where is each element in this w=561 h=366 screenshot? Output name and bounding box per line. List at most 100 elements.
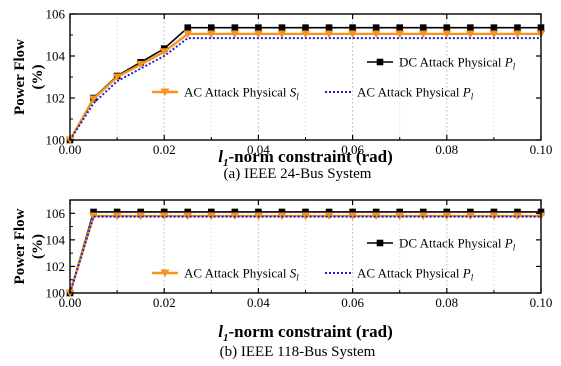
y-tick-label: 100	[46, 133, 66, 148]
square-marker	[467, 208, 474, 216]
x-tick-label: 0.04	[247, 142, 270, 157]
square-marker	[443, 208, 451, 216]
square-marker	[137, 208, 144, 216]
triangle-down-marker	[253, 30, 263, 38]
legend-label-var: P	[504, 55, 513, 70]
square-marker	[302, 208, 309, 216]
square-marker	[278, 208, 286, 216]
x-axis-label-rest: -norm constraint (rad)	[228, 147, 392, 166]
x-tick-label: 0.04	[247, 295, 270, 310]
square-marker	[396, 208, 403, 216]
y-tick-label: 104	[46, 49, 66, 64]
triangle-down-marker	[348, 30, 358, 38]
triangle-down-marker	[89, 212, 99, 220]
y-axis-unit: (%)	[30, 234, 46, 259]
legend-label-text: DC Attack Physical	[399, 236, 505, 251]
triangle-down-marker	[160, 88, 170, 96]
x-tick-label: 0.00	[59, 295, 82, 310]
x-tick-label: 0.06	[341, 142, 364, 157]
x-tick-label: 0.10	[530, 295, 553, 310]
triangle-down-marker	[324, 212, 334, 220]
y-axis-label: Power Flow	[12, 208, 28, 284]
y-tick-label: 106	[46, 206, 66, 221]
series-line-ac_p	[69, 37, 541, 141]
legend-label-var: P	[462, 85, 471, 100]
square-marker	[396, 24, 403, 31]
legend-label: AC Attack Physical Pl	[357, 85, 474, 102]
square-marker	[490, 24, 498, 31]
triangle-down-marker	[136, 60, 146, 69]
legend-label-sub: l	[513, 243, 516, 253]
square-marker	[278, 24, 286, 31]
triangle-down-marker	[442, 30, 452, 38]
triangle-down-marker	[112, 73, 122, 81]
legend-label-var: P	[462, 266, 471, 281]
legend-entry-ac_s: AC Attack Physical Sl	[152, 266, 299, 283]
triangle-down-marker	[395, 30, 405, 38]
x-tick-label: 0.02	[153, 142, 176, 157]
panel-caption: (a) IEEE 24-Bus System	[224, 166, 372, 182]
triangle-down-marker	[418, 30, 428, 38]
square-marker	[419, 24, 427, 31]
legend-label-text: AC Attack Physical	[184, 266, 290, 281]
triangle-down-marker	[301, 30, 310, 38]
x-axis-label: l1-norm constraint (rad)	[218, 322, 393, 344]
legend-label: AC Attack Physical Sl	[184, 266, 299, 283]
triangle-down-marker	[183, 30, 193, 38]
series-line-ac_p	[69, 215, 541, 294]
square-marker	[349, 24, 356, 31]
legend-label: DC Attack Physical Pl	[399, 55, 516, 72]
triangle-down-marker	[159, 48, 169, 56]
triangle-down-marker	[371, 30, 381, 38]
square-marker	[208, 208, 215, 216]
square-marker	[255, 208, 262, 216]
legend-label-var: S	[290, 85, 297, 100]
square-marker	[376, 239, 384, 247]
x-axis-label-sub: 1	[223, 157, 229, 169]
legend-label-sub: l	[513, 62, 516, 72]
square-marker	[467, 24, 474, 31]
square-marker	[325, 208, 333, 216]
triangle-down-marker	[301, 212, 310, 220]
legend-label-text: AC Attack Physical	[357, 85, 463, 100]
x-axis-label-var: l	[218, 147, 223, 166]
triangle-down-marker	[136, 212, 146, 220]
x-axis-label-var: l	[218, 322, 223, 341]
legend-label: AC Attack Physical Pl	[357, 266, 474, 283]
triangle-down-marker	[489, 30, 499, 38]
x-axis-label-sub: 1	[223, 332, 229, 344]
legend-label: DC Attack Physical Pl	[399, 236, 516, 253]
x-axis-label: l1-norm constraint (rad)	[218, 147, 393, 169]
triangle-down-marker	[277, 30, 287, 38]
x-tick-label: 0.00	[59, 142, 82, 157]
square-marker	[302, 24, 309, 31]
y-tick-label: 100	[46, 286, 66, 301]
triangle-down-marker	[159, 212, 169, 220]
legend-entry-dc: DC Attack Physical Pl	[367, 236, 516, 253]
square-marker	[443, 24, 451, 31]
square-marker	[113, 208, 121, 216]
triangle-down-marker	[89, 95, 99, 104]
triangle-down-marker	[206, 30, 216, 38]
square-marker	[255, 24, 262, 31]
triangle-down-marker	[183, 212, 193, 220]
legend-label-var: P	[504, 236, 513, 251]
legend-entry-dc: DC Attack Physical Pl	[367, 55, 516, 72]
square-marker	[514, 24, 521, 31]
square-marker	[514, 208, 521, 216]
x-tick-label: 0.10	[530, 142, 553, 157]
legend-label-var: S	[290, 266, 297, 281]
square-marker	[184, 24, 192, 31]
square-marker	[184, 208, 192, 216]
square-marker	[208, 24, 215, 31]
legend-label-sub: l	[471, 273, 474, 283]
y-tick-label: 104	[46, 232, 66, 247]
legend-entry-ac_p: AC Attack Physical Pl	[325, 85, 474, 102]
square-marker	[90, 208, 97, 216]
triangle-down-marker	[395, 212, 405, 220]
square-marker	[325, 24, 333, 31]
legend-entry-ac_p: AC Attack Physical Pl	[325, 266, 474, 283]
legend-label-text: AC Attack Physical	[357, 266, 463, 281]
y-tick-label: 102	[46, 91, 66, 106]
